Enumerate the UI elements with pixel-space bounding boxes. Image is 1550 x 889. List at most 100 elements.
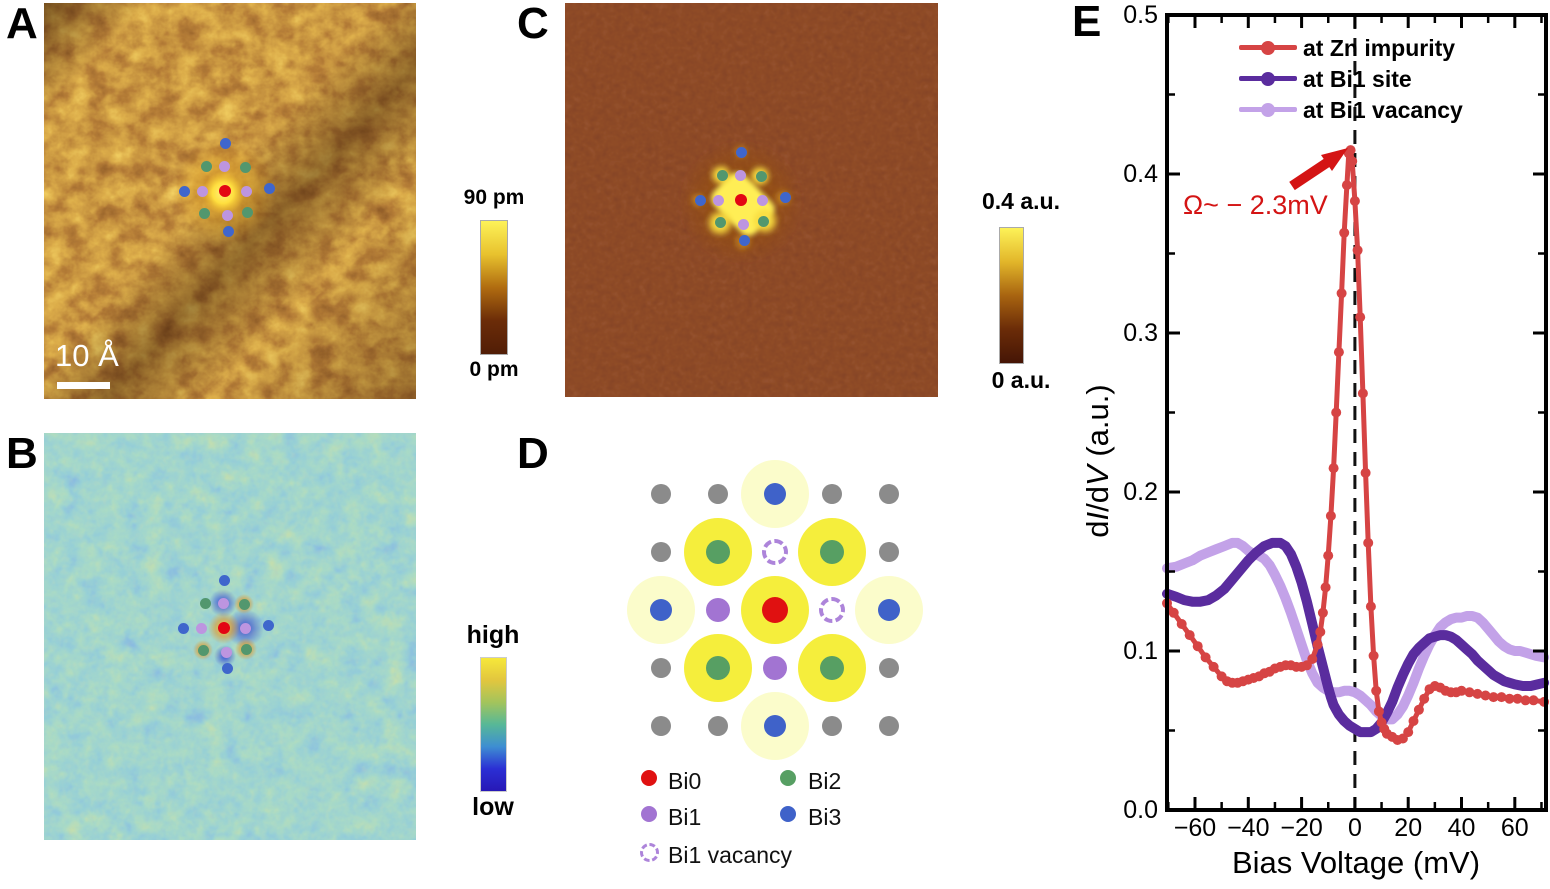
lattice-site-b3 bbox=[764, 483, 786, 505]
plot-legend: at Zn impurity at Bi1 site at Bi1 vacanc… bbox=[1239, 33, 1463, 126]
series-marker bbox=[1512, 693, 1523, 704]
lattice-site-g bbox=[651, 716, 671, 736]
lattice-site-b2 bbox=[706, 656, 730, 680]
lattice-site-g bbox=[822, 716, 842, 736]
series-marker bbox=[1336, 288, 1347, 299]
legend-marker-icon bbox=[1261, 41, 1275, 55]
series-marker bbox=[1488, 692, 1499, 703]
scale-bar bbox=[57, 382, 110, 389]
x-tick-label: 40 bbox=[1448, 814, 1476, 842]
series-line-1 bbox=[1162, 537, 1550, 738]
y-tick-label: 0.0 bbox=[1123, 796, 1158, 824]
lattice-site-g bbox=[708, 484, 728, 504]
y-tick-label: 0.2 bbox=[1123, 478, 1158, 506]
legend-swatch-bi1-vacancy bbox=[640, 843, 659, 862]
series-marker bbox=[1184, 630, 1195, 641]
legend-marker-icon bbox=[1261, 103, 1275, 117]
legend-swatch-bi0 bbox=[641, 770, 657, 786]
lattice-site-b3 bbox=[878, 599, 900, 621]
spectra-plot: −60 −40 −20 0 20 40 60 0.0 0.1 0.2 0.3 0.4 0.5 bbox=[1123, 1, 1550, 842]
central-bright-spot bbox=[208, 612, 240, 644]
series-marker bbox=[1368, 650, 1379, 661]
legend-entry-bi1-site: at Bi1 site bbox=[1239, 64, 1463, 95]
impurity-bright-spot bbox=[202, 172, 244, 214]
series-marker bbox=[1341, 180, 1352, 191]
series-marker bbox=[1373, 706, 1384, 717]
lattice-contrast-image bbox=[44, 433, 416, 840]
didv-map-image bbox=[565, 3, 938, 397]
scale-bar-label: 10 Å bbox=[55, 338, 119, 373]
legend-label-bi1: Bi1 bbox=[668, 804, 702, 830]
x-axis-title: Bias Voltage (mV) bbox=[1231, 845, 1481, 880]
series-marker bbox=[1360, 467, 1371, 478]
series-marker bbox=[1347, 156, 1358, 167]
lattice-site-b0 bbox=[762, 597, 788, 623]
peak-arrow-icon bbox=[1289, 148, 1348, 191]
bright-spot bbox=[235, 638, 257, 660]
legend-entry-label: at Zn impurity bbox=[1303, 35, 1456, 61]
topography-colorbar-min: 0 pm bbox=[469, 358, 519, 381]
y-tick-label: 0.3 bbox=[1123, 319, 1158, 347]
legend-marker-icon bbox=[1261, 72, 1275, 86]
series-marker bbox=[1365, 601, 1376, 612]
y-tick-label: 0.4 bbox=[1123, 160, 1158, 188]
x-tick-label: 0 bbox=[1348, 814, 1362, 842]
legend-entry-zn-impurity: at Zn impurity bbox=[1239, 33, 1463, 64]
contrast-colorbar-max: high bbox=[466, 621, 520, 649]
series-marker bbox=[1352, 245, 1363, 256]
resonance-annotation: Ω~ − 2.3mV bbox=[1183, 190, 1328, 220]
series-marker bbox=[1419, 693, 1430, 704]
series-marker bbox=[1333, 347, 1344, 358]
series-marker bbox=[1192, 641, 1203, 652]
legend-swatch-bi2 bbox=[780, 770, 796, 786]
contrast-colorbar-min: low bbox=[472, 793, 514, 821]
legend-entry-bi1-vacancy: at Bi1 vacancy bbox=[1239, 95, 1463, 126]
series-marker bbox=[1403, 727, 1414, 738]
series-marker bbox=[1339, 227, 1350, 238]
lattice-site-g bbox=[651, 484, 671, 504]
series-marker bbox=[1349, 196, 1360, 206]
lattice-site-b1 bbox=[763, 656, 787, 680]
lattice-schematic bbox=[620, 453, 932, 765]
legend-label-bi3: Bi3 bbox=[808, 804, 842, 830]
legend-swatch-bi1 bbox=[641, 806, 657, 822]
series-marker bbox=[1363, 537, 1374, 548]
series-marker bbox=[1315, 626, 1326, 637]
series-marker bbox=[1355, 312, 1366, 323]
legend-label-bi2: Bi2 bbox=[808, 768, 842, 794]
topography-colorbar-max: 90 pm bbox=[463, 186, 525, 209]
lattice-site-b2 bbox=[820, 656, 844, 680]
series-marker bbox=[1168, 607, 1179, 618]
series-marker bbox=[1456, 685, 1467, 696]
lattice-site-b3 bbox=[764, 715, 786, 737]
lattice-site-g bbox=[822, 484, 842, 504]
series-marker bbox=[1325, 510, 1336, 521]
panel-e-label: E bbox=[1072, 0, 1102, 46]
contrast-colorbar bbox=[480, 657, 507, 792]
lattice-site-g bbox=[879, 658, 899, 678]
series-marker bbox=[1200, 652, 1211, 663]
legend-entry-label: at Bi1 vacancy bbox=[1303, 97, 1463, 123]
x-tick-label: −40 bbox=[1227, 814, 1269, 842]
lattice-site-g bbox=[651, 542, 671, 562]
didv-colorbar bbox=[999, 227, 1024, 364]
topography-colorbar bbox=[480, 220, 508, 355]
lattice-site-b2 bbox=[706, 540, 730, 564]
lattice-site-b2 bbox=[820, 540, 844, 564]
x-tick-label: 20 bbox=[1394, 814, 1422, 842]
series-marker bbox=[1413, 704, 1424, 715]
series-marker bbox=[1320, 582, 1331, 593]
y-axis-title: dI/dV (a.u.) bbox=[1080, 384, 1115, 538]
series-marker bbox=[1176, 619, 1187, 629]
series-marker bbox=[1496, 692, 1507, 703]
panel-c-label: C bbox=[517, 0, 549, 48]
didv-colorbar-min: 0 a.u. bbox=[991, 367, 1051, 393]
dark-blob bbox=[214, 645, 236, 667]
lattice-site-g bbox=[879, 484, 899, 504]
didv-colorbar-max: 0.4 a.u. bbox=[982, 188, 1060, 214]
series-marker bbox=[1464, 687, 1475, 698]
x-tick-label: 60 bbox=[1501, 814, 1529, 842]
lattice-site-b1 bbox=[706, 598, 730, 622]
series-line-2 bbox=[1162, 537, 1550, 725]
